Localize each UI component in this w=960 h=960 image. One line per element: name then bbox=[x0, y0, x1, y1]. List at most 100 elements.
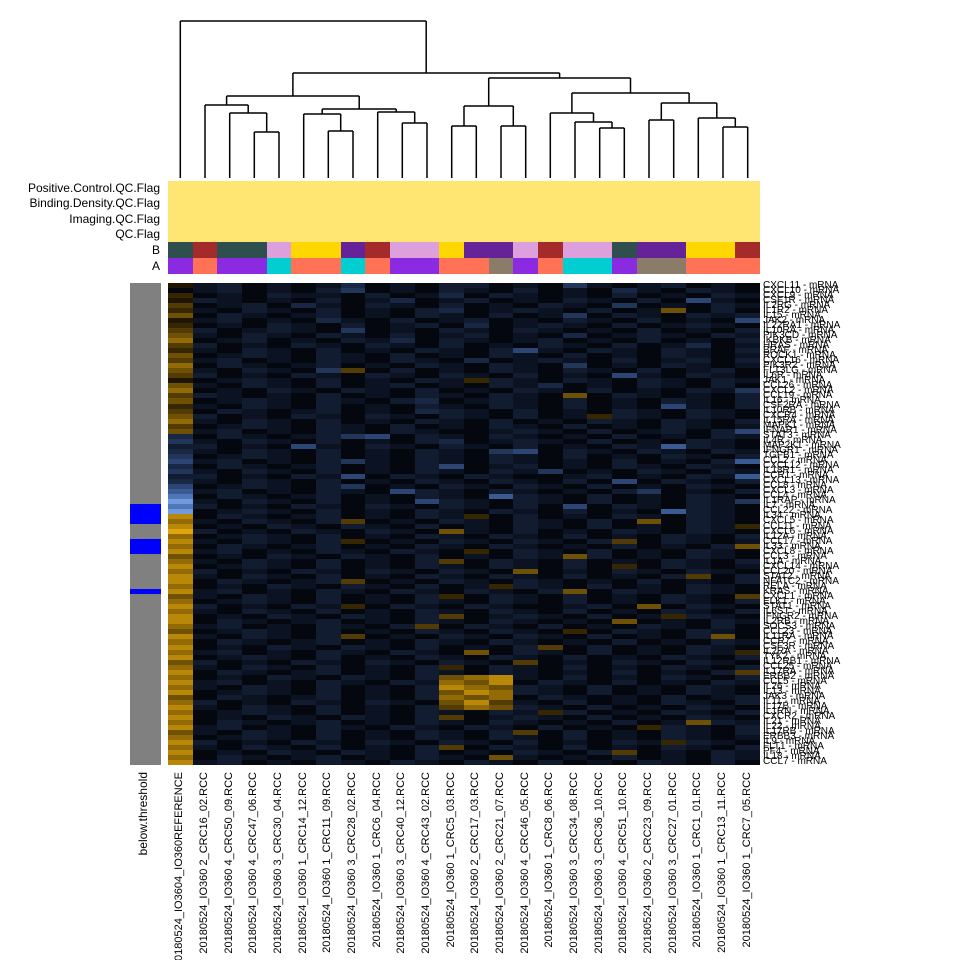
heatmap-cell bbox=[192, 739, 218, 745]
heatmap-cell bbox=[537, 378, 563, 384]
heatmap-cell bbox=[291, 298, 316, 304]
heatmap-cell bbox=[241, 488, 267, 494]
heatmap-cell bbox=[488, 704, 514, 710]
heatmap-cell bbox=[735, 373, 760, 379]
row-label: IL13 - mRNA bbox=[763, 686, 821, 698]
heatmap-cell bbox=[611, 754, 637, 760]
heatmap-cell bbox=[266, 579, 292, 585]
heatmap-cell bbox=[710, 619, 736, 625]
heatmap-cell bbox=[513, 759, 538, 765]
heatmap-cell bbox=[217, 734, 242, 740]
heatmap-cell bbox=[463, 674, 489, 680]
heatmap-cell bbox=[340, 433, 366, 439]
heatmap-cell bbox=[685, 679, 711, 685]
heatmap-cell bbox=[168, 594, 193, 600]
heatmap-cell bbox=[241, 323, 267, 329]
heatmap-cell bbox=[365, 403, 390, 409]
heatmap-cell bbox=[266, 679, 292, 685]
heatmap-cell bbox=[537, 724, 563, 730]
heatmap-cell bbox=[168, 664, 193, 670]
heatmap-cell bbox=[611, 574, 637, 580]
heatmap-cell bbox=[537, 373, 563, 379]
heatmap-cell bbox=[414, 594, 440, 600]
heatmap-cell bbox=[414, 368, 440, 374]
heatmap-cell bbox=[241, 689, 267, 695]
heatmap-cell bbox=[217, 644, 242, 650]
heatmap-cell bbox=[710, 493, 736, 499]
heatmap-cell bbox=[389, 388, 415, 394]
heatmap-cell bbox=[217, 679, 242, 685]
heatmap-cell bbox=[340, 488, 366, 494]
heatmap-cell bbox=[266, 498, 292, 504]
row-label: IL22RA1 - mRNA bbox=[763, 319, 841, 331]
heatmap-cell bbox=[636, 453, 662, 459]
heatmap-cell bbox=[685, 554, 711, 560]
heatmap-cell bbox=[463, 498, 489, 504]
heatmap-cell bbox=[636, 549, 662, 555]
heatmap-cell bbox=[562, 318, 588, 324]
heatmap-cell bbox=[537, 674, 563, 680]
heatmap-cell bbox=[365, 293, 390, 299]
heatmap-cell bbox=[463, 629, 489, 635]
heatmap-cell bbox=[192, 674, 218, 680]
heatmap-cell bbox=[414, 433, 440, 439]
heatmap-cell bbox=[562, 313, 588, 319]
heatmap-cell bbox=[389, 739, 415, 745]
column-label: 20180524_IO360 1_CRC7_05.RCC bbox=[740, 772, 753, 948]
heatmap-cell bbox=[685, 684, 711, 690]
heatmap-cell bbox=[266, 654, 292, 660]
heatmap-cell bbox=[315, 639, 341, 645]
heatmap-cell bbox=[365, 438, 390, 444]
heatmap-cell bbox=[562, 659, 588, 665]
heatmap-cell bbox=[636, 508, 662, 514]
heatmap-cell bbox=[315, 604, 341, 610]
below-threshold-segment bbox=[130, 589, 161, 595]
heatmap-cell bbox=[340, 328, 366, 334]
heatmap-cell bbox=[414, 498, 440, 504]
heatmap-cell bbox=[661, 288, 686, 294]
heatmap-cell bbox=[537, 594, 563, 600]
heatmap-cell bbox=[611, 719, 637, 725]
heatmap-cell bbox=[710, 308, 736, 314]
heatmap-cell bbox=[414, 333, 440, 339]
heatmap-cell bbox=[463, 759, 489, 765]
heatmap-cell bbox=[587, 639, 612, 645]
heatmap-cell bbox=[315, 493, 341, 499]
heatmap-cell bbox=[513, 564, 538, 570]
row-label: STAT2 - mRNA bbox=[763, 570, 831, 582]
heatmap-cell bbox=[513, 503, 538, 509]
heatmap-cell bbox=[439, 664, 464, 670]
heatmap-cell bbox=[488, 569, 514, 575]
heatmap-cell bbox=[266, 338, 292, 344]
heatmap-cell bbox=[661, 353, 686, 359]
heatmap-cell bbox=[291, 554, 316, 560]
heatmap-cell bbox=[587, 739, 612, 745]
heatmap-cell bbox=[192, 448, 218, 454]
heatmap-cell bbox=[611, 403, 637, 409]
heatmap-cell bbox=[636, 559, 662, 565]
heatmap-cell bbox=[710, 298, 736, 304]
heatmap-cell bbox=[414, 298, 440, 304]
heatmap-cell bbox=[266, 513, 292, 519]
heatmap-cell bbox=[389, 659, 415, 665]
below-threshold-segment bbox=[130, 518, 161, 524]
heatmap-cell bbox=[389, 534, 415, 540]
heatmap-cell bbox=[168, 508, 193, 514]
heatmap-cell bbox=[241, 639, 267, 645]
heatmap-cell bbox=[168, 539, 193, 545]
heatmap-cell bbox=[389, 679, 415, 685]
heatmap-cell bbox=[587, 569, 612, 575]
heatmap-cell bbox=[735, 503, 760, 509]
heatmap-cell bbox=[710, 488, 736, 494]
heatmap-cell bbox=[389, 383, 415, 389]
heatmap-cell bbox=[291, 534, 316, 540]
heatmap-cell bbox=[587, 689, 612, 695]
heatmap-cell bbox=[266, 754, 292, 760]
heatmap-cell bbox=[439, 589, 464, 595]
heatmap-cell bbox=[168, 333, 193, 339]
heatmap-cell bbox=[192, 438, 218, 444]
heatmap-cell bbox=[217, 508, 242, 514]
heatmap-cell bbox=[636, 318, 662, 324]
heatmap-cell bbox=[340, 604, 366, 610]
heatmap-cell bbox=[463, 293, 489, 299]
